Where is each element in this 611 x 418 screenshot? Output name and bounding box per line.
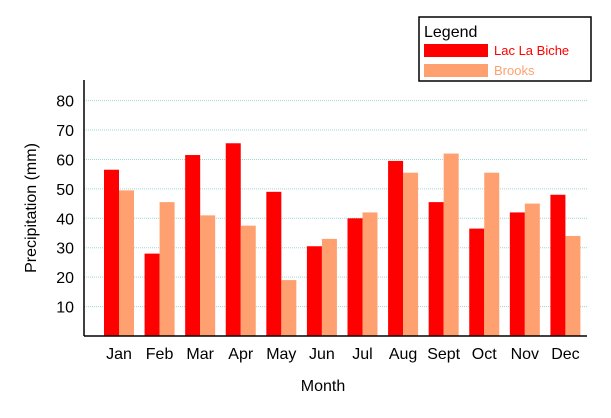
- y-axis-title: Precipitation (mm): [23, 143, 40, 273]
- bar-lac-la-biche: [104, 169, 119, 336]
- y-tick-label: 80: [56, 94, 74, 111]
- bar-lac-la-biche: [509, 212, 525, 336]
- bar-brooks: [240, 225, 256, 336]
- bar-brooks: [443, 153, 459, 336]
- x-tick-label: Jan: [106, 346, 132, 363]
- bar-brooks: [281, 280, 297, 336]
- bar-lac-la-biche: [469, 228, 485, 336]
- bar-brooks: [524, 203, 540, 336]
- x-tick-label: Oct: [472, 346, 497, 363]
- bar-lac-la-biche: [185, 155, 201, 336]
- bar-brooks: [565, 235, 581, 336]
- legend-label: Brooks: [494, 63, 535, 78]
- bar-brooks: [119, 190, 134, 336]
- x-tick-label: Jul: [352, 346, 372, 363]
- axes: [83, 80, 587, 337]
- legend: Legend Lac La Biche Brooks: [418, 16, 592, 82]
- bar-brooks: [362, 212, 378, 336]
- y-tick-label: 60: [56, 152, 74, 169]
- x-tick-label: Jun: [309, 346, 335, 363]
- bar-lac-la-biche: [266, 191, 282, 336]
- legend-swatch: [424, 64, 488, 77]
- bar-brooks: [159, 202, 175, 336]
- y-tick-label: 30: [56, 241, 74, 258]
- bar-lac-la-biche: [225, 143, 241, 336]
- bar-brooks: [200, 215, 216, 336]
- x-tick-label: Nov: [511, 346, 539, 363]
- x-tick-label: Sept: [427, 346, 460, 363]
- bar-lac-la-biche: [347, 218, 363, 336]
- bar-lac-la-biche: [306, 246, 322, 336]
- bar-brooks: [321, 238, 337, 336]
- y-tick-label: 10: [56, 300, 74, 317]
- y-tick-label: 50: [56, 182, 74, 199]
- bar-lac-la-biche: [388, 160, 404, 336]
- legend-label: Lac La Biche: [494, 43, 569, 58]
- x-tick-label: May: [266, 346, 296, 363]
- x-tick-label: Apr: [228, 346, 254, 363]
- x-tick-label: Mar: [186, 346, 214, 363]
- y-tick-label: 70: [56, 123, 74, 140]
- legend-items: Lac La Biche Brooks: [424, 43, 569, 78]
- legend-swatch: [424, 44, 488, 57]
- bar-lac-la-biche: [550, 194, 566, 336]
- x-axis-title: Month: [301, 378, 345, 395]
- bar-brooks: [484, 172, 500, 336]
- x-tick-label: Feb: [146, 346, 174, 363]
- bar-lac-la-biche: [428, 202, 444, 336]
- y-tick-labels: 10 20 30 40 50 60 70 80: [56, 94, 74, 317]
- bar-brooks: [403, 172, 419, 336]
- bar-lac-la-biche: [144, 253, 160, 336]
- y-tick-label: 40: [56, 211, 74, 228]
- x-tick-labels: Jan Feb Mar Apr May Jun Jul Aug Sept Oct Nov Dec: [106, 346, 580, 363]
- bars: [104, 143, 581, 336]
- legend-title: Legend: [424, 24, 477, 41]
- x-tick-label: Dec: [551, 346, 579, 363]
- y-tick-label: 20: [56, 270, 74, 287]
- x-tick-label: Aug: [389, 346, 417, 363]
